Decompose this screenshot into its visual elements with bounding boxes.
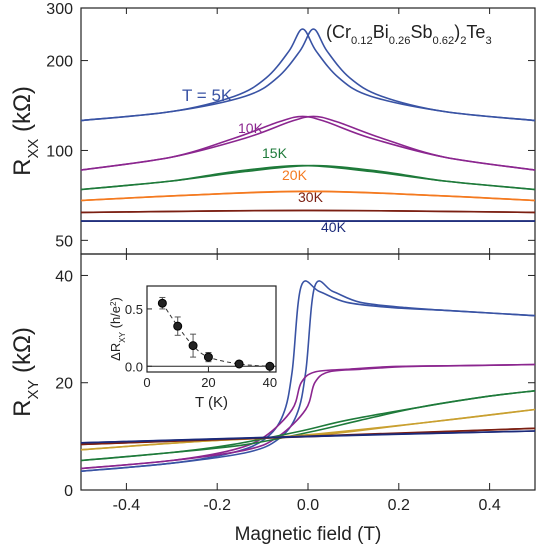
top-panel: 50 100 200 300 — [46, 1, 536, 255]
inset-point — [234, 359, 244, 369]
rxy-curve-15k — [80, 390, 536, 462]
inset-y-tick-label: 0.0 — [125, 359, 143, 374]
inset-panel: 0.0 0.5 0 20 40 T (K) ΔRXY (h/e2) — [108, 285, 277, 411]
rxx-curve-t-5k — [80, 28, 536, 122]
x-tick-label: -0.4 — [113, 497, 141, 514]
rxy-curve-10k — [80, 363, 536, 470]
x-tick-label: -0.2 — [203, 497, 231, 514]
inset-y-axis-label: ΔRXY (h/e2) — [108, 297, 127, 361]
inset-point — [265, 361, 275, 371]
rxx-curve-20k — [80, 190, 536, 202]
y-tick-label: 20 — [55, 376, 73, 393]
rxx-curve-15k — [80, 164, 536, 191]
x-tick-label: 0.0 — [297, 497, 319, 514]
temp-label-t-5k: T = 5K — [182, 86, 233, 105]
inset-point — [203, 352, 213, 362]
labels: T = 5K 10K 15K 20K 30K 40K (Cr0.12Bi0.26Sb0.62… — [9, 22, 492, 545]
rxx-curve-10k — [80, 115, 536, 171]
y-tick-label: 50 — [55, 233, 73, 250]
inset-x-tick-label: 0 — [143, 375, 150, 390]
x-tick-label: 0.4 — [478, 497, 500, 514]
inset-point — [173, 321, 183, 331]
temp-label-30k: 30K — [298, 189, 324, 205]
temp-label-10k: 10K — [238, 120, 264, 136]
rxx-curve-t-5k — [80, 28, 536, 122]
top-y-axis-label: RXX (kΩ) — [9, 86, 42, 176]
temp-label-20k: 20K — [282, 167, 308, 183]
rxy-curve-40k — [80, 430, 536, 444]
temp-label-15k: 15K — [262, 145, 288, 161]
y-tick-label: 0 — [64, 483, 73, 500]
bottom-panel: 0 20 40 -0.4 -0.2 0.0 0.2 0.4 — [55, 253, 536, 514]
bottom-y-axis-label: RXY (kΩ) — [9, 327, 42, 417]
y-tick-label: 200 — [46, 54, 73, 71]
x-axis-label: Magnetic field (T) — [235, 524, 382, 545]
top-frame — [80, 7, 536, 255]
inset-y-tick-label: 0.5 — [125, 302, 143, 317]
temp-label-40k: 40K — [321, 219, 347, 235]
inset-x-tick-label: 40 — [263, 375, 277, 390]
y-tick-label: 100 — [46, 143, 73, 160]
inset-x-axis-label: T (K) — [195, 394, 228, 411]
rxx-curve-10k — [80, 115, 536, 171]
x-tick-label: 0.2 — [388, 497, 410, 514]
rxx-curve-30k — [80, 209, 536, 214]
inset-x-tick-label: 20 — [201, 375, 215, 390]
inset-point — [188, 341, 198, 351]
rxy-curve-15k — [80, 390, 536, 462]
rxy-curve-5k — [80, 280, 536, 472]
y-tick-label: 300 — [46, 1, 73, 18]
y-tick-label: 40 — [55, 268, 73, 285]
compound-label: (Cr0.12Bi0.26Sb0.62)2Te3 — [326, 22, 492, 47]
inset-point — [157, 298, 167, 308]
rxx-curve-15k — [80, 164, 536, 191]
